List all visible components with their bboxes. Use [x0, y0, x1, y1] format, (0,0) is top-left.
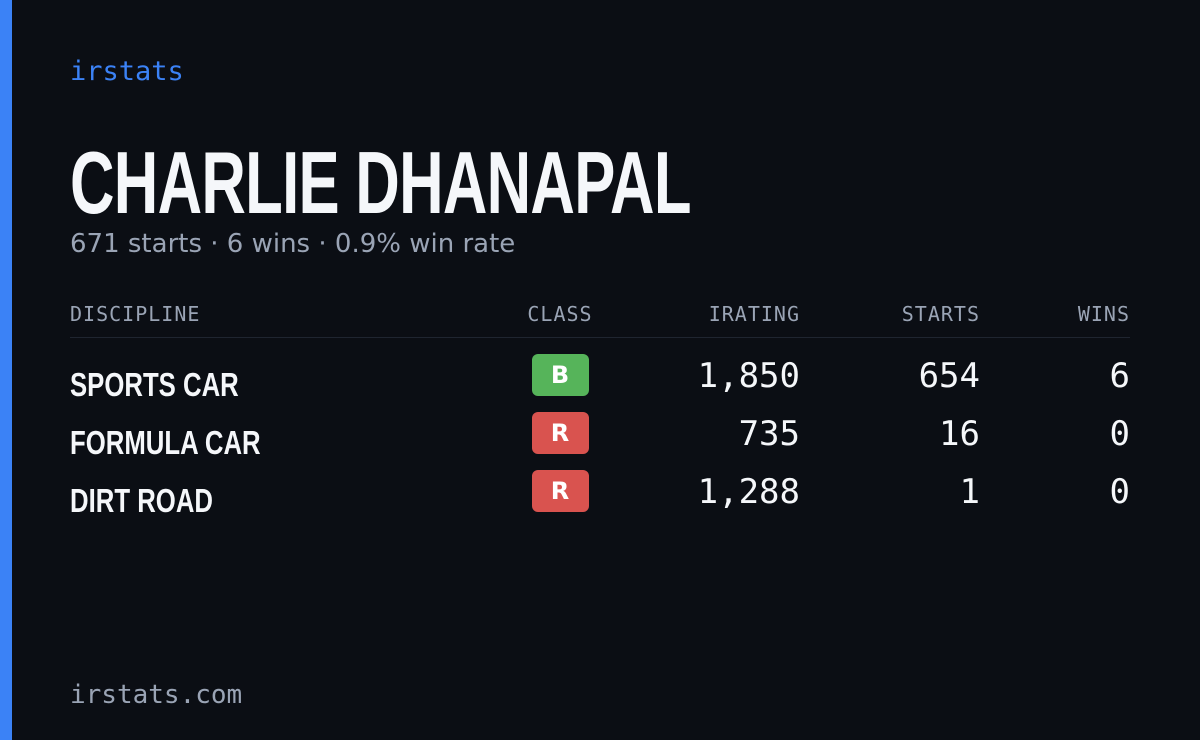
irating: 1,850	[697, 356, 800, 396]
discipline: FORMULA CAR	[70, 424, 261, 461]
starts: 16	[939, 414, 980, 454]
footer: irstats.com	[70, 680, 243, 710]
class-badge: R	[531, 470, 589, 512]
starts: 1	[959, 472, 980, 512]
brand: irstats	[70, 56, 184, 87]
discipline: SPORTS CAR	[70, 366, 239, 403]
irating: 735	[738, 414, 800, 454]
starts: 654	[918, 356, 980, 396]
column-header: IRATING	[708, 302, 800, 326]
accent-bar	[0, 0, 12, 740]
discipline: DIRT ROAD	[70, 482, 213, 519]
class-badge: R	[531, 412, 589, 454]
wins: 0	[1109, 472, 1130, 512]
column-header: WINS	[1077, 302, 1130, 326]
column-header: DISCIPLINE	[70, 302, 201, 326]
column-header: CLASS	[527, 302, 593, 326]
irating: 1,288	[697, 472, 800, 512]
wins: 0	[1109, 414, 1130, 454]
header-rule	[70, 337, 1130, 338]
driver-name: CHARLIE DHANAPAL	[70, 133, 691, 232]
column-header: STARTS	[901, 302, 980, 326]
summary: 671 starts · 6 wins · 0.9% win rate	[70, 229, 516, 259]
wins: 6	[1109, 356, 1130, 396]
class-badge: B	[531, 354, 589, 396]
